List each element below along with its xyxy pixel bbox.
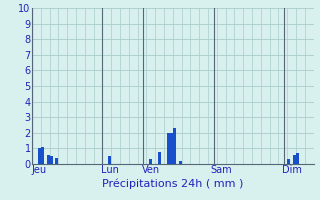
Bar [296, 153, 299, 164]
Bar [38, 148, 41, 164]
Bar [47, 155, 50, 164]
Bar [108, 156, 111, 164]
Bar [55, 158, 59, 164]
Bar [293, 155, 296, 164]
Bar [179, 161, 182, 164]
Bar [170, 133, 173, 164]
Bar [41, 147, 44, 164]
Bar [158, 152, 161, 164]
Bar [149, 159, 152, 164]
X-axis label: Précipitations 24h ( mm ): Précipitations 24h ( mm ) [102, 178, 244, 189]
Bar [50, 156, 52, 164]
Bar [167, 133, 170, 164]
Bar [287, 159, 290, 164]
Bar [173, 128, 176, 164]
